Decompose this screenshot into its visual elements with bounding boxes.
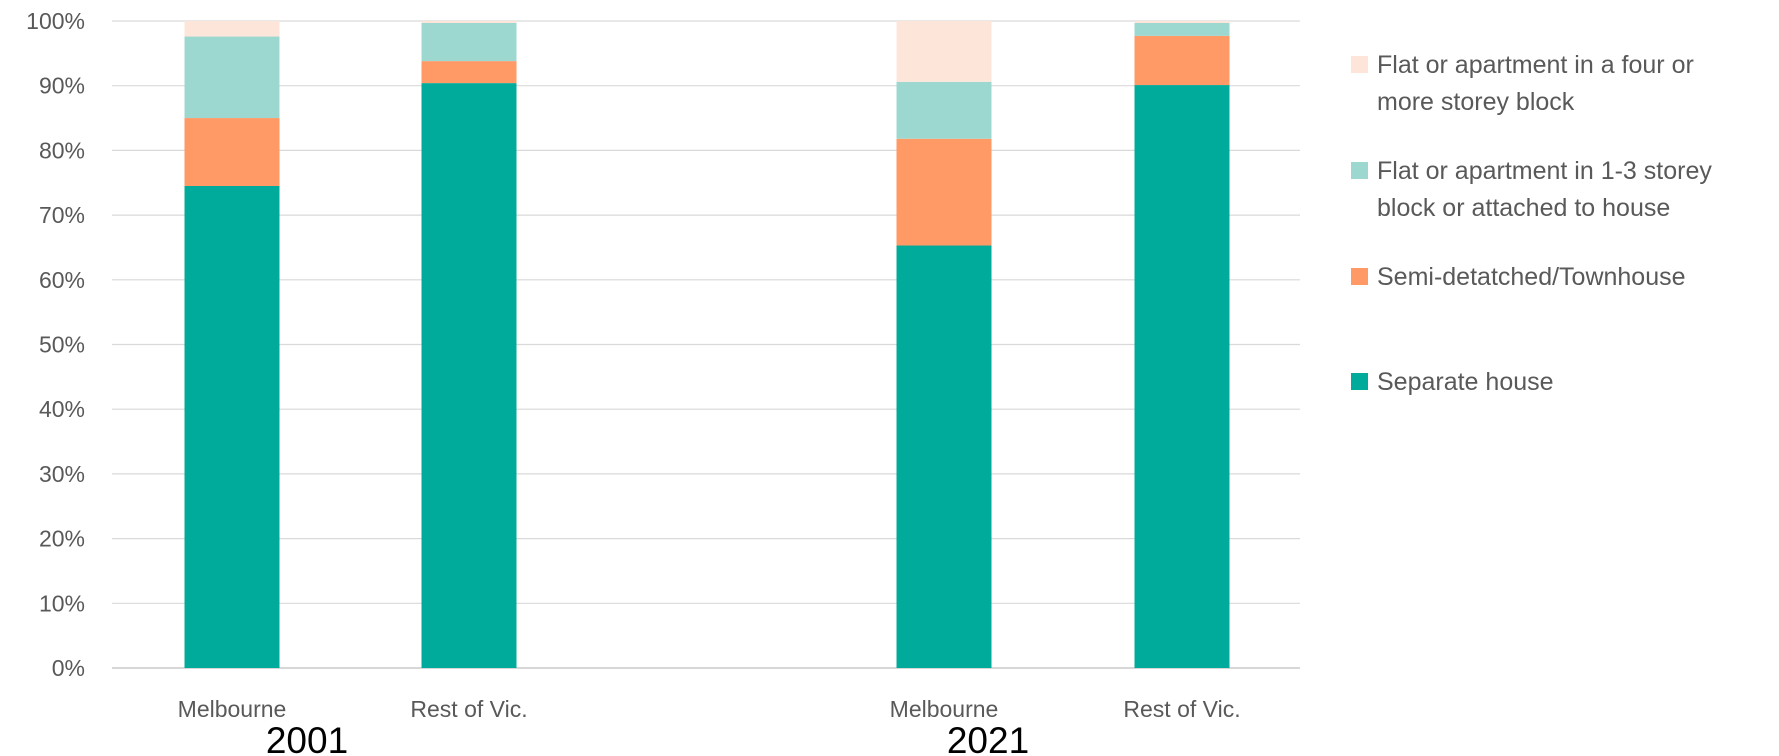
- y-tick-label: 10%: [39, 590, 85, 616]
- x-tick-label: Rest of Vic.: [1123, 696, 1240, 722]
- x-tick-label: Melbourne: [890, 696, 999, 722]
- bar-segment: [421, 22, 517, 62]
- bar-segment: [896, 21, 992, 82]
- legend-label: Separate house: [1377, 368, 1554, 396]
- bar-segment: [184, 118, 280, 186]
- legend-label: Flat or apartment in 1-3 storey: [1377, 157, 1712, 185]
- x-axis: Melbourne Rest of Vic. Melbourne Rest of Vi…: [178, 696, 1241, 756]
- y-tick-label: 80%: [39, 137, 85, 163]
- y-tick-label: 30%: [39, 461, 85, 487]
- x-tick-label: Rest of Vic.: [410, 696, 527, 722]
- bar-segment: [421, 21, 517, 23]
- legend-label: Flat or apartment in a four or: [1377, 51, 1694, 79]
- legend-label: more storey block: [1377, 88, 1575, 116]
- legend: Flat or apartment in a four or more store…: [1351, 51, 1712, 396]
- legend-swatch: [1351, 162, 1368, 179]
- y-tick-label: 40%: [39, 396, 85, 422]
- bar-segment: [1134, 22, 1230, 36]
- y-axis-tick-labels: 0% 10% 20% 30% 40% 50% 60% 70% 80% 90% 100%: [26, 8, 85, 681]
- y-tick-label: 100%: [26, 8, 85, 34]
- legend-swatch: [1351, 268, 1368, 285]
- y-tick-label: 70%: [39, 202, 85, 228]
- legend-swatch: [1351, 373, 1368, 390]
- bars: [184, 21, 1230, 669]
- bar-segment: [1134, 35, 1230, 86]
- y-tick-label: 20%: [39, 526, 85, 552]
- y-tick-label: 0%: [52, 655, 85, 681]
- y-tick-label: 50%: [39, 332, 85, 358]
- bar-segment: [421, 61, 517, 84]
- legend-swatch: [1351, 56, 1368, 73]
- bar-segment: [184, 36, 280, 119]
- bar-segment: [896, 81, 992, 139]
- group-label: 2021: [947, 720, 1029, 756]
- gridlines: [112, 20, 1300, 669]
- legend-label: Semi-detatched/Townhouse: [1377, 263, 1686, 291]
- bar-segment: [184, 21, 280, 37]
- y-tick-label: 90%: [39, 73, 85, 99]
- x-tick-label: Melbourne: [178, 696, 287, 722]
- bar-segment: [1134, 85, 1230, 669]
- bar-segment: [1134, 21, 1230, 23]
- y-tick-label: 60%: [39, 267, 85, 293]
- group-label: 2001: [266, 720, 348, 756]
- bar-segment: [421, 83, 517, 668]
- legend-label: block or attached to house: [1377, 194, 1670, 222]
- bar-segment: [896, 245, 992, 668]
- bar-segment: [184, 185, 280, 669]
- bar-segment: [896, 138, 992, 246]
